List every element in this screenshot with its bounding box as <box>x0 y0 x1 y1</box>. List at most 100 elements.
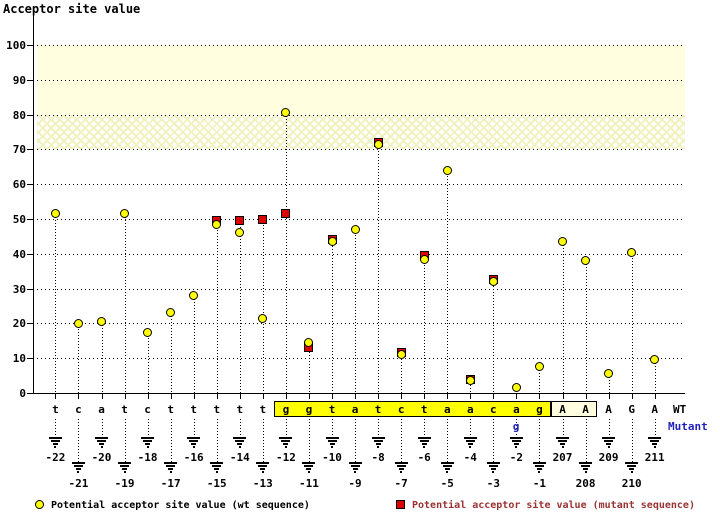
stem-line <box>447 170 449 393</box>
sequence-base: g <box>536 403 543 416</box>
y-tick-label: 60 <box>12 178 26 192</box>
position-label: 208 <box>575 477 596 490</box>
x-tick <box>401 394 403 399</box>
wt-point <box>465 376 475 386</box>
stem-line <box>101 321 103 393</box>
wt-point <box>419 254 429 264</box>
y-tick <box>27 79 33 81</box>
y-tick <box>27 45 33 46</box>
x-tick <box>424 394 426 399</box>
legend-item-mutant: Potential acceptor site value (mutant se… <box>396 500 695 511</box>
leader-line <box>654 419 656 437</box>
wt-point <box>373 139 383 149</box>
position-label: -21 <box>68 477 89 490</box>
sequence-base: c <box>75 403 82 416</box>
wt-point <box>97 317 106 327</box>
ground-symbol <box>256 462 270 474</box>
x-tick <box>539 394 541 399</box>
y-tick-label: 70 <box>12 143 26 157</box>
wt-point <box>212 219 222 229</box>
ground-symbol <box>648 437 662 449</box>
mutant-marker-icon <box>396 500 405 509</box>
acceptor-site-box <box>274 401 551 417</box>
gridline <box>37 219 685 220</box>
wt-point <box>120 209 130 219</box>
y-axis <box>33 15 34 393</box>
x-tick <box>355 394 357 399</box>
position-label: 209 <box>598 451 619 464</box>
wt-point <box>488 277 498 287</box>
sequence-base: t <box>236 403 244 416</box>
x-tick <box>631 394 633 399</box>
sequence-base: A <box>582 403 589 416</box>
x-tick <box>332 394 333 399</box>
y-tick <box>27 393 33 394</box>
leader-line <box>516 419 518 437</box>
leader-line <box>55 419 57 437</box>
sequence-base: A <box>651 403 658 416</box>
wt-point <box>581 256 591 266</box>
wt-point <box>327 237 337 247</box>
ground-symbol <box>556 437 570 449</box>
wt-point <box>627 247 637 257</box>
leader-line <box>562 419 564 437</box>
sequence-base: A <box>559 403 566 416</box>
y-tick <box>27 184 33 186</box>
ground-symbol <box>279 437 293 449</box>
wt-point <box>235 228 245 238</box>
wt-point <box>534 362 544 372</box>
y-tick-label: 80 <box>12 108 26 122</box>
ground-symbol <box>348 462 362 474</box>
x-tick <box>493 394 495 399</box>
wt-point <box>189 291 199 301</box>
leader-line <box>332 419 333 437</box>
stem-line <box>608 373 610 393</box>
stem-line <box>378 142 380 393</box>
ground-symbol <box>394 462 408 474</box>
wt-point <box>50 209 60 219</box>
sequence-base: t <box>374 403 382 416</box>
gridline <box>37 288 685 290</box>
y-tick <box>27 358 33 360</box>
ground-symbol <box>233 437 247 449</box>
y-tick-label: 90 <box>12 73 26 87</box>
ground-symbol <box>302 462 316 474</box>
stem-line <box>654 359 656 393</box>
position-label: -6 <box>417 451 431 464</box>
sequence-base: t <box>167 403 174 416</box>
legend-item-wt: Potential acceptor site value (wt sequen… <box>35 500 310 511</box>
stem-line <box>170 312 172 393</box>
position-label: -10 <box>322 451 342 464</box>
sequence-base: t <box>259 403 267 416</box>
stem-line <box>470 379 472 393</box>
position-label: -16 <box>183 451 204 464</box>
leader-line <box>539 419 541 462</box>
sequence-base: t <box>52 403 59 416</box>
leader-line <box>308 419 310 462</box>
ground-symbol <box>141 437 155 449</box>
position-label: -9 <box>348 477 362 490</box>
y-tick <box>27 323 33 325</box>
legend-wt-label: Potential acceptor site value (wt sequen… <box>51 500 310 511</box>
x-tick <box>285 394 287 399</box>
leader-line <box>585 419 587 462</box>
wt-point <box>350 224 360 234</box>
position-label: -12 <box>275 451 296 464</box>
leader-line <box>285 419 287 437</box>
mutant-point <box>235 216 245 226</box>
x-tick <box>170 394 172 399</box>
stem-line <box>193 295 195 393</box>
leader-line <box>147 419 149 437</box>
ground-symbol <box>71 462 85 474</box>
ground-symbol <box>371 437 385 449</box>
stem-line <box>539 366 541 393</box>
sequence-base: G <box>628 403 635 416</box>
ground-symbol <box>210 462 224 474</box>
leader-line <box>470 419 472 437</box>
leader-line <box>239 419 241 437</box>
leader-line <box>78 419 80 462</box>
stem-line <box>285 112 287 393</box>
ground-symbol <box>48 437 62 449</box>
y-tick <box>27 219 33 220</box>
mutant-row-label: Mutant <box>668 420 708 433</box>
